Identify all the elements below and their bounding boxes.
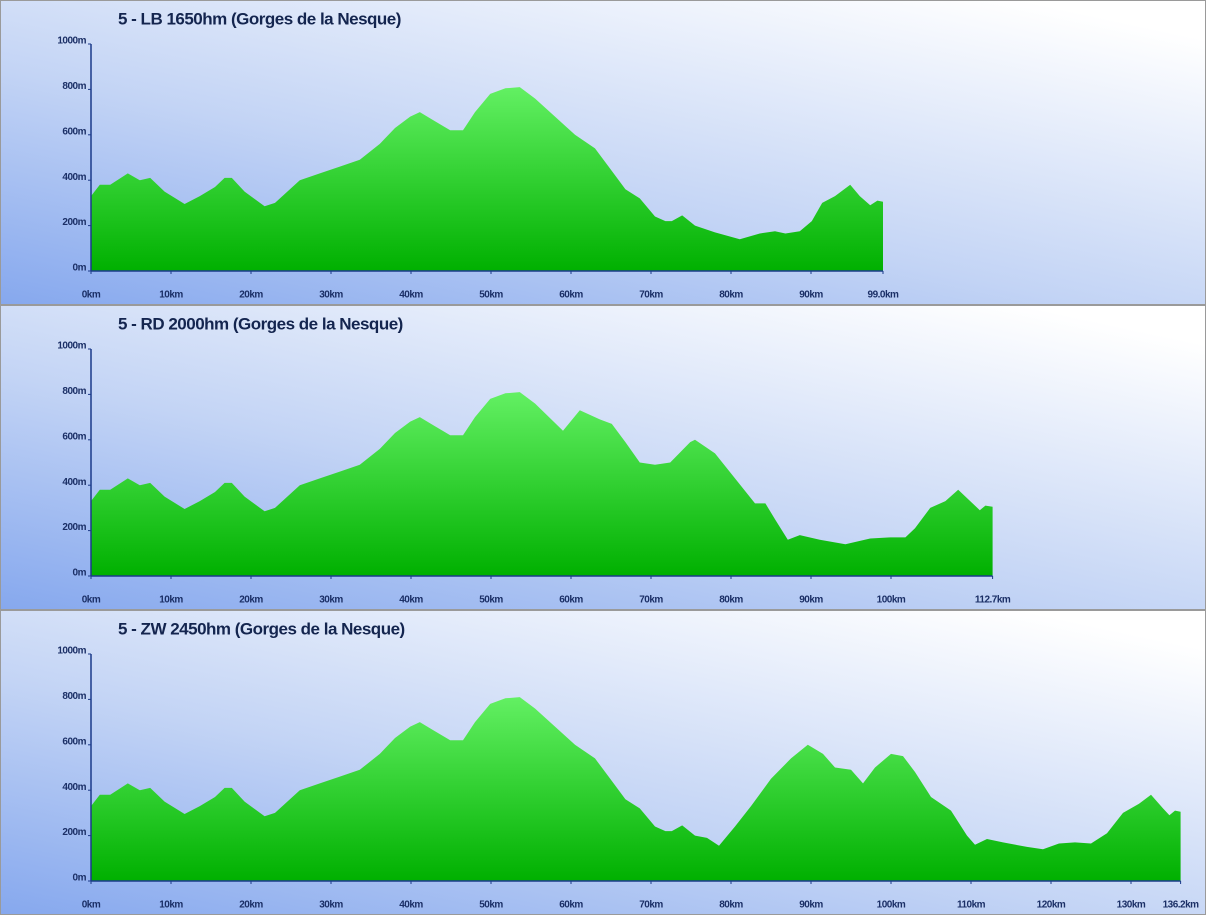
x-tick-label: 130km	[1117, 900, 1146, 911]
x-tick-label: 30km	[319, 595, 343, 606]
y-tick-label: 200m	[62, 522, 86, 533]
chart-title: 5 - LB 1650hm (Gorges de la Nesque)	[118, 9, 401, 28]
x-tick-label: 100km	[877, 595, 906, 606]
y-tick-label: 800m	[62, 691, 86, 702]
y-tick-label: 0m	[73, 873, 87, 884]
elevation-area	[91, 392, 993, 576]
chart-panel: 0m 200m 400m 600m 800m 1000m 0km 10km 20km 30km 40…	[0, 305, 1206, 610]
y-tick-label: 0m	[73, 568, 87, 579]
y-tick-label: 400m	[62, 172, 86, 183]
x-tick-label: 50km	[479, 900, 503, 911]
x-tick-label: 60km	[559, 290, 583, 301]
chart-panel: 0m 200m 400m 600m 800m 1000m 0km 10km 20km 30km 40…	[0, 0, 1206, 305]
x-tick-label: 70km	[639, 595, 663, 606]
y-tick-label: 1000m	[57, 36, 86, 47]
y-tick-label: 400m	[62, 782, 86, 793]
x-tick-label: 40km	[399, 595, 423, 606]
x-tick-label: 10km	[159, 900, 183, 911]
x-tick-label: 0km	[82, 900, 101, 911]
x-tick-label: 60km	[559, 595, 583, 606]
y-tick-label: 400m	[62, 477, 86, 488]
x-tick-label: 80km	[719, 290, 743, 301]
x-tick-label: 10km	[159, 595, 183, 606]
x-tick-label: 0km	[82, 290, 101, 301]
y-tick-label: 1000m	[57, 646, 86, 657]
y-tick-label: 200m	[62, 217, 86, 228]
y-tick-label: 800m	[62, 81, 86, 92]
x-tick-label: 90km	[799, 900, 823, 911]
y-tick-label: 600m	[62, 431, 86, 442]
x-tick-label: 20km	[239, 900, 263, 911]
x-tick-label: 80km	[719, 595, 743, 606]
chart-title: 5 - RD 2000hm (Gorges de la Nesque)	[118, 314, 403, 333]
x-tick-label: 50km	[479, 290, 503, 301]
x-tick-label: 70km	[639, 290, 663, 301]
y-tick-label: 600m	[62, 736, 86, 747]
elevation-area	[91, 87, 883, 271]
y-tick-label: 800m	[62, 386, 86, 397]
y-tick-label: 1000m	[57, 341, 86, 352]
x-tick-label: 40km	[399, 290, 423, 301]
x-tick-label: 136.2km	[1163, 900, 1200, 911]
x-tick-label: 30km	[319, 900, 343, 911]
x-tick-label: 20km	[239, 290, 263, 301]
x-tick-label: 60km	[559, 900, 583, 911]
x-tick-label: 20km	[239, 595, 263, 606]
x-tick-label: 10km	[159, 290, 183, 301]
x-tick-label: 120km	[1037, 900, 1066, 911]
x-tick-label: 112.7km	[975, 595, 1011, 606]
x-tick-label: 50km	[479, 595, 503, 606]
x-tick-label: 110km	[957, 900, 986, 911]
chart-title: 5 - ZW 2450hm (Gorges de la Nesque)	[118, 619, 405, 638]
x-tick-label: 30km	[319, 290, 343, 301]
y-tick-label: 200m	[62, 827, 86, 838]
x-tick-label: 90km	[799, 595, 823, 606]
x-tick-label: 99.0km	[868, 290, 900, 301]
x-tick-label: 70km	[639, 900, 663, 911]
x-tick-label: 40km	[399, 900, 423, 911]
chart-panel: 0m 200m 400m 600m 800m 1000m 0km 10km 20km 30km 40…	[0, 610, 1206, 915]
elevation-area	[91, 697, 1181, 881]
x-tick-label: 80km	[719, 900, 743, 911]
x-tick-label: 90km	[799, 290, 823, 301]
x-tick-label: 0km	[82, 595, 101, 606]
y-tick-label: 0m	[73, 263, 87, 274]
x-tick-label: 100km	[877, 900, 906, 911]
y-tick-label: 600m	[62, 126, 86, 137]
